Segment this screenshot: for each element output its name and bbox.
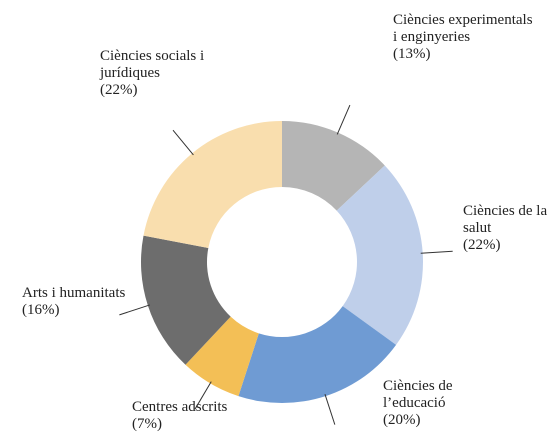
value-label: (22%) xyxy=(463,237,501,253)
leader-line xyxy=(324,394,336,425)
donut-segment xyxy=(185,316,259,397)
segment-label: Ciències de la salut (22%) xyxy=(463,203,547,254)
leader-line xyxy=(119,304,150,316)
segment-label: Ciències socials i jurídiques (22%) xyxy=(100,48,250,99)
donut-segment xyxy=(336,165,423,345)
category-label: Arts i humanitats xyxy=(22,285,126,301)
segment-label: Centres adscrits (7%) xyxy=(132,399,307,433)
value-label: (22%) xyxy=(100,82,138,98)
value-label: (7%) xyxy=(132,416,162,432)
category-label: Ciències experimentals i enginyeries xyxy=(393,12,533,45)
category-label: Centres adscrits xyxy=(132,399,228,415)
segment-label: Ciències experimentals i enginyeries (13%… xyxy=(393,12,533,63)
leader-line xyxy=(420,250,453,254)
value-label: (16%) xyxy=(22,302,60,318)
leader-line xyxy=(336,104,351,135)
donut-segment xyxy=(282,121,385,211)
value-label: (20%) xyxy=(383,412,421,428)
category-label: Ciències socials i jurídiques xyxy=(100,48,205,81)
category-label: Ciències de la salut xyxy=(463,203,547,236)
value-label: (13%) xyxy=(393,46,431,62)
category-label: Ciències de l’educació xyxy=(383,378,453,411)
leader-line xyxy=(172,129,194,156)
segment-label: Ciències de l’educació (20%) xyxy=(383,378,503,429)
donut-segment xyxy=(143,121,282,248)
segment-label: Arts i humanitats (16%) xyxy=(22,285,132,319)
donut-segment xyxy=(141,235,231,365)
donut-segment xyxy=(238,306,397,403)
leader-line xyxy=(194,381,212,410)
